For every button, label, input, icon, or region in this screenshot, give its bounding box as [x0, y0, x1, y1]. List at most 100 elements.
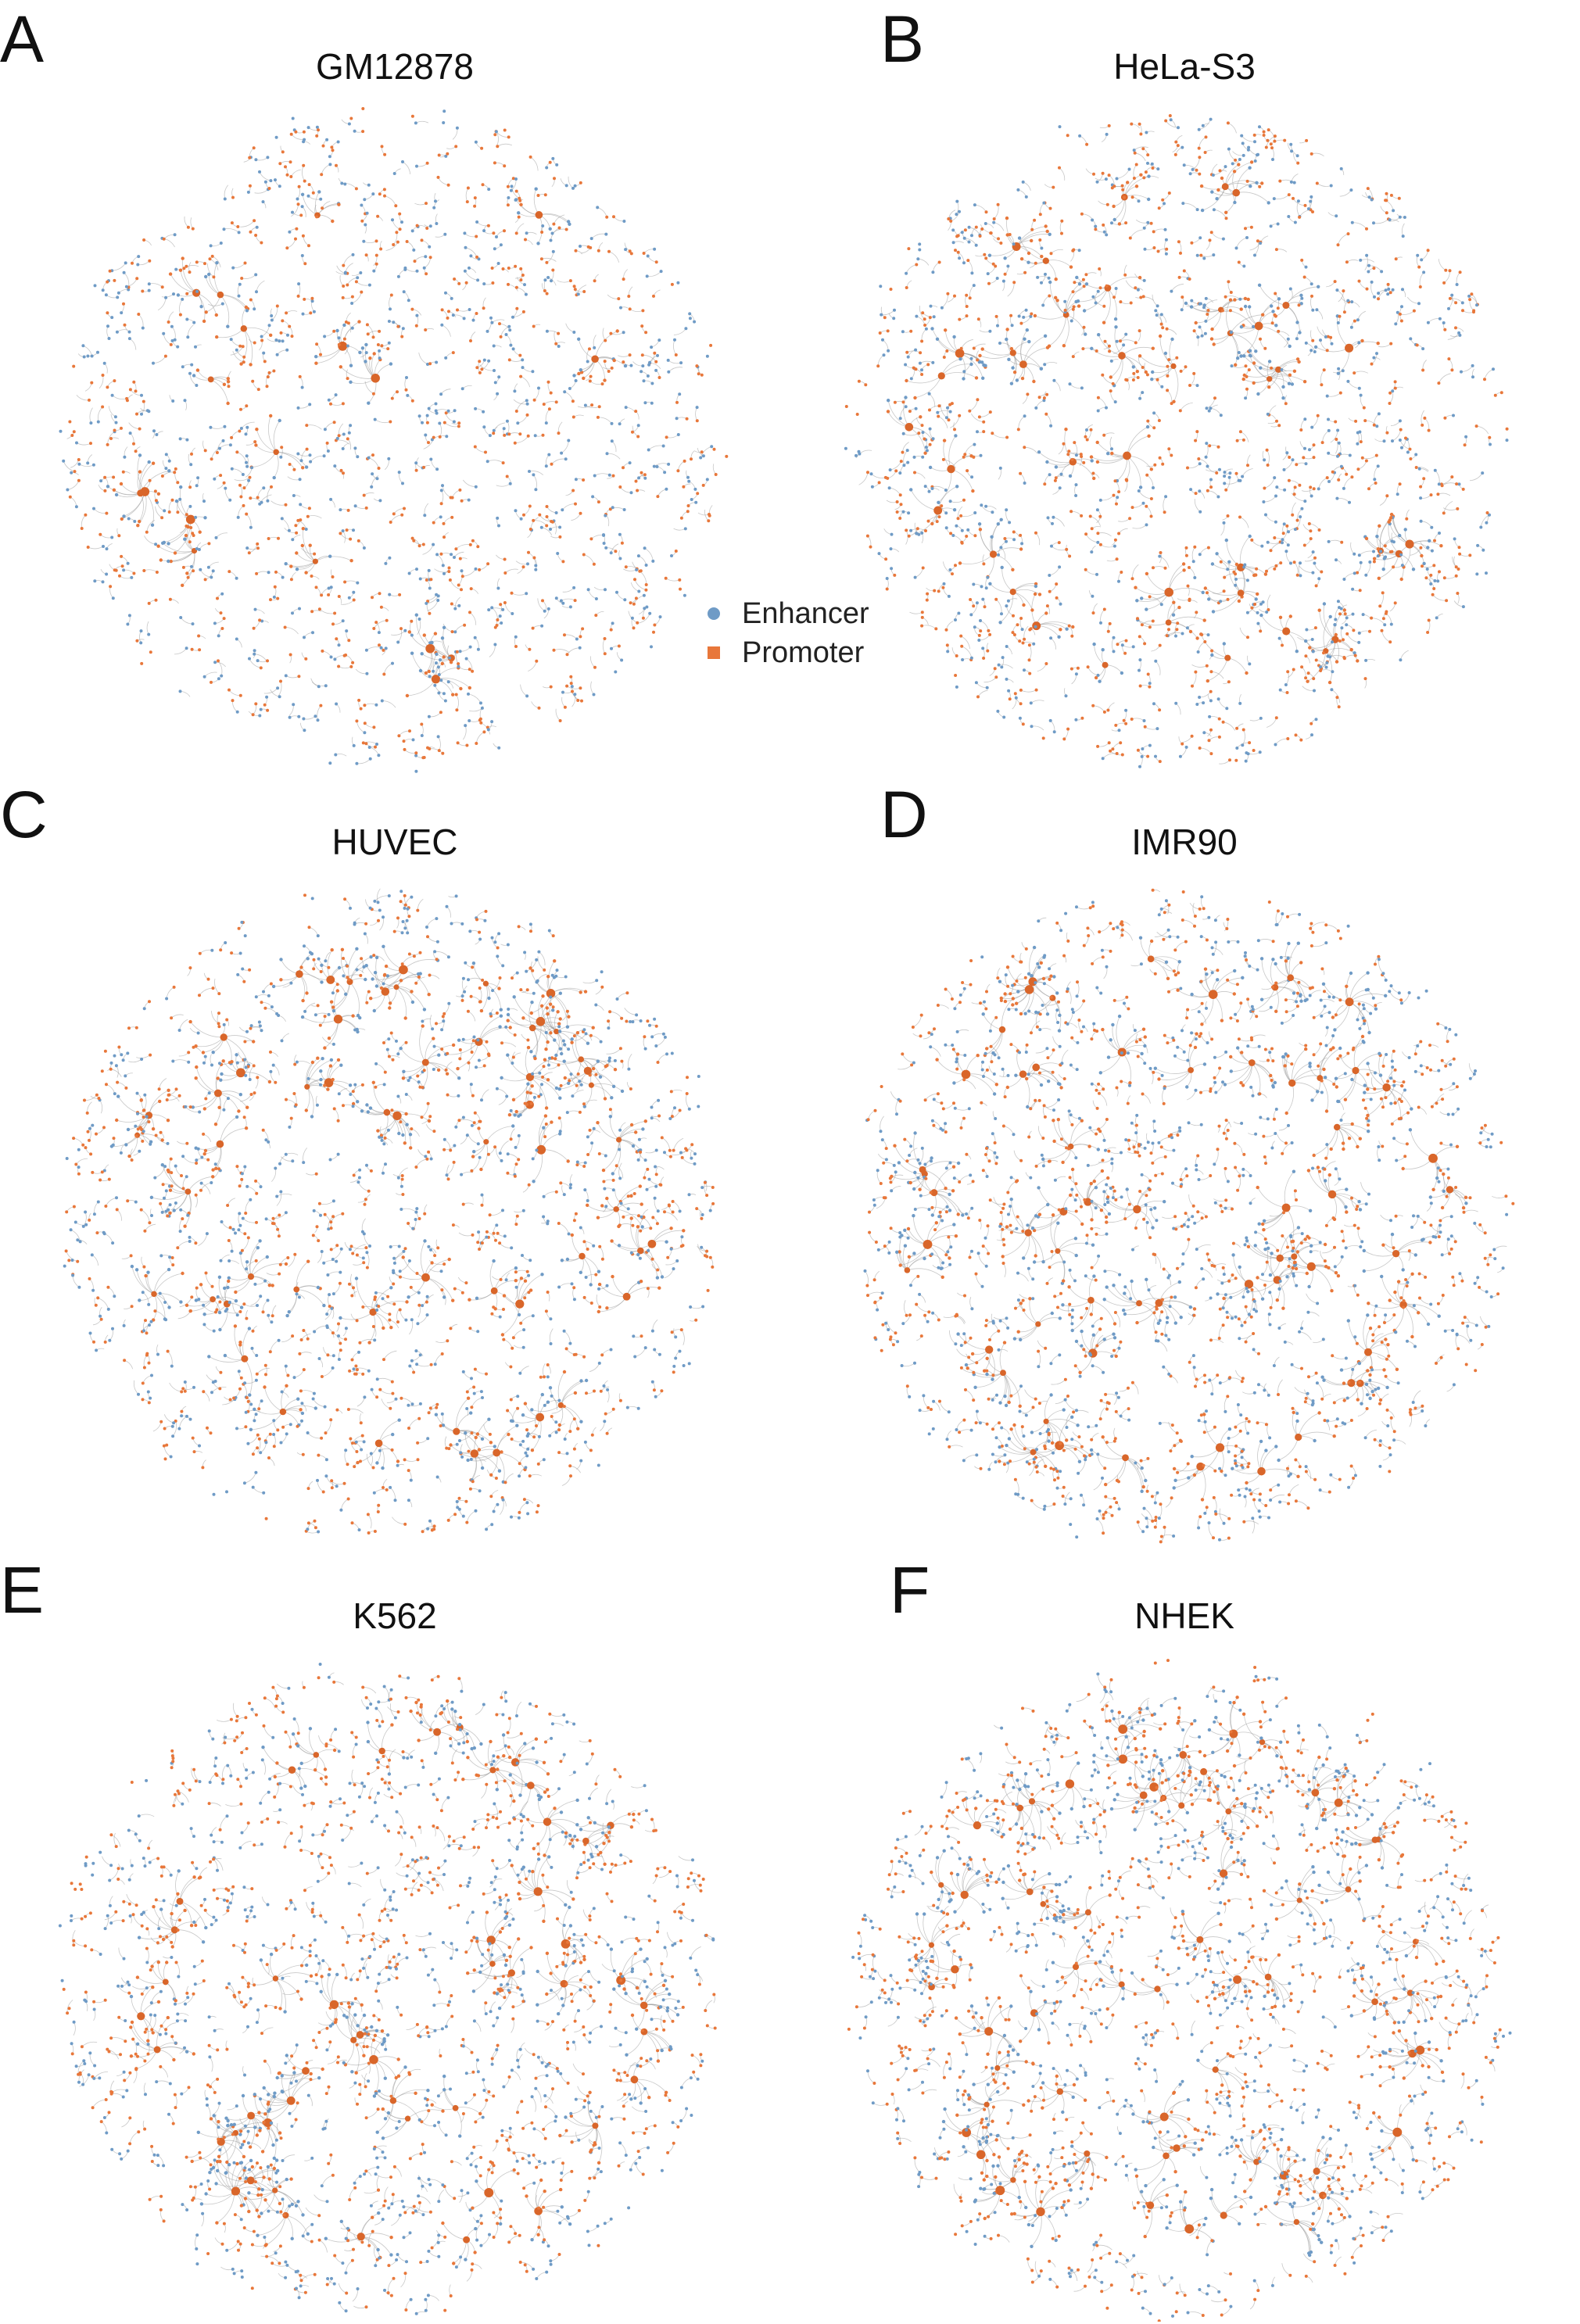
network-node [364, 342, 368, 347]
network-node [1425, 568, 1429, 571]
network-node [364, 648, 368, 652]
network-node [493, 369, 496, 372]
network-node [163, 354, 167, 358]
network-node [214, 535, 218, 539]
network-edge [1166, 328, 1177, 335]
network-node [572, 585, 576, 589]
network-node [371, 392, 375, 396]
network-node [1263, 572, 1268, 576]
network-node [1325, 476, 1329, 480]
network-node [1135, 599, 1139, 603]
network-node [400, 335, 404, 338]
network-edge [204, 671, 217, 677]
network-node [1244, 396, 1248, 400]
network-node [395, 231, 399, 235]
network-node [974, 376, 979, 380]
network-edge [421, 724, 424, 736]
network-node [700, 373, 704, 377]
network-node [1239, 354, 1243, 358]
network-node [653, 351, 657, 355]
network-node [480, 146, 484, 150]
network-node [383, 152, 387, 156]
network-node [414, 754, 418, 757]
network-node [1421, 564, 1424, 568]
network-edge [445, 413, 455, 422]
network-node [989, 231, 993, 235]
network-node [81, 344, 85, 348]
network-edge [1018, 189, 1027, 198]
network-node [643, 473, 647, 477]
network-node [519, 267, 523, 270]
network-node [347, 639, 351, 643]
network-node [1220, 309, 1224, 313]
network-node [256, 542, 260, 546]
network-node [1145, 473, 1149, 477]
network-node [415, 164, 418, 168]
network-node [629, 363, 633, 367]
network-node [982, 420, 986, 424]
network-node [1398, 419, 1402, 423]
network-node [526, 434, 530, 438]
network-node [297, 184, 301, 188]
network-node [1152, 230, 1155, 234]
network-edge [552, 228, 567, 234]
network-node [210, 254, 214, 258]
network-node [1135, 370, 1139, 374]
network-edge [100, 534, 113, 539]
network-node [321, 649, 324, 653]
network-node [628, 249, 632, 253]
network-node [432, 521, 435, 525]
network-node [138, 427, 142, 431]
network-node [370, 485, 374, 489]
network-node [439, 489, 443, 492]
network-node [1204, 135, 1208, 139]
network-node [425, 414, 429, 417]
network-node [1385, 494, 1389, 498]
network-node [86, 354, 90, 358]
network-node [244, 432, 248, 436]
network-node [955, 524, 958, 528]
network-node [195, 368, 200, 372]
network-node [1030, 725, 1034, 729]
network-node [172, 292, 175, 296]
network-node [1044, 662, 1048, 665]
network-edge [962, 646, 973, 658]
network-node [615, 590, 618, 594]
network-edge [858, 472, 869, 485]
network-node [1336, 428, 1340, 432]
network-edge [356, 758, 371, 765]
network-node [1030, 608, 1034, 612]
network-edge [291, 560, 316, 568]
network-node [532, 518, 536, 522]
network-node [568, 222, 571, 226]
network-node [188, 504, 192, 508]
network-node [999, 517, 1003, 521]
network-edge [1100, 609, 1105, 623]
network-node [101, 374, 105, 377]
hub-node [217, 291, 224, 299]
network-node [1104, 177, 1108, 181]
network-node [693, 320, 697, 324]
network-edge [1344, 654, 1356, 659]
network-node [132, 442, 135, 446]
network-node [207, 272, 211, 277]
network-node [618, 485, 622, 489]
network-edge [256, 445, 277, 453]
network-node [1297, 303, 1301, 307]
network-node [453, 409, 457, 413]
network-node [1266, 138, 1270, 142]
network-node [1084, 282, 1089, 286]
network-node [121, 470, 125, 474]
network-edge [1050, 720, 1055, 732]
network-node [1233, 298, 1237, 302]
network-node [1202, 618, 1206, 622]
network-node [142, 569, 146, 572]
network-node [428, 747, 432, 750]
network-node [174, 467, 177, 471]
network-node [565, 684, 569, 688]
network-node [1432, 587, 1436, 590]
network-node [1310, 733, 1313, 737]
network-edge [643, 249, 655, 254]
network-node [1352, 319, 1356, 323]
network-node [160, 285, 164, 289]
